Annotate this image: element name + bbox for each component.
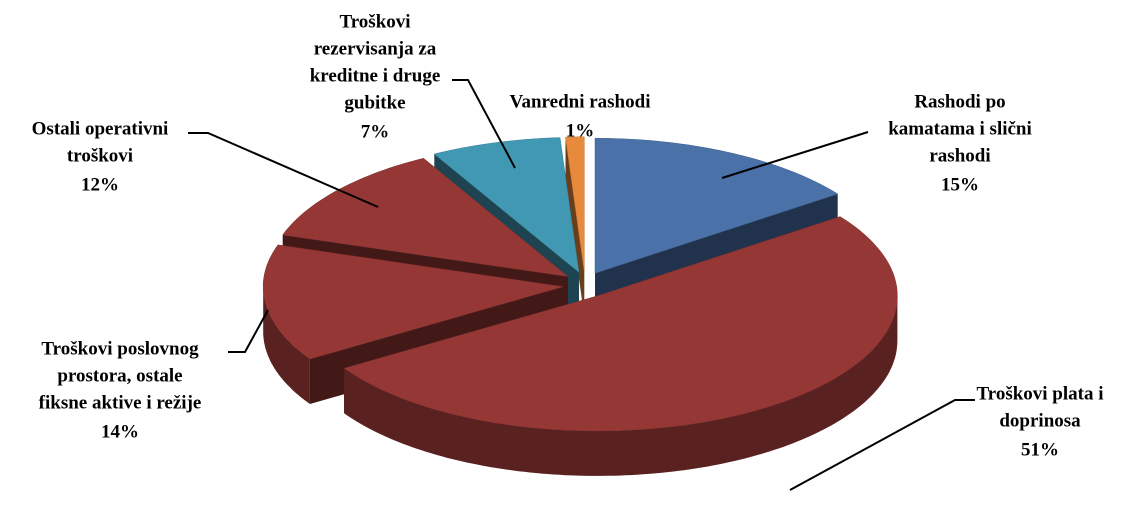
slice-top: [594, 137, 839, 274]
slice-top: [282, 158, 569, 277]
slice: [565, 136, 585, 317]
slice-label: Troškovi: [339, 11, 410, 32]
slice-wall: [565, 137, 585, 317]
slice-label: Troškovi plata i: [976, 383, 1103, 404]
leader-line: [721, 131, 869, 179]
slice-label: Rashodi po: [914, 91, 1005, 112]
slice-label: Troškovi poslovnog: [41, 338, 199, 359]
slice-top: [433, 137, 580, 273]
slice-label: rashodi: [929, 145, 990, 166]
slice: [343, 216, 898, 476]
slice-value-label: 51%: [1021, 439, 1059, 460]
slice-label: doprinosa: [999, 410, 1081, 431]
slice-value-label: 1%: [566, 120, 595, 141]
slice-top: [565, 136, 585, 272]
slice-label: gubitke: [344, 92, 405, 113]
slice-value-label: 15%: [941, 174, 979, 195]
slice-label: Vanredni rashodi: [510, 91, 651, 112]
slice-value-label: 14%: [101, 421, 139, 442]
slice-label: prostora, ostale: [57, 365, 182, 386]
slice-label: kamatama i slični: [888, 118, 1032, 139]
leader-line: [452, 79, 516, 169]
leader-line: [789, 399, 975, 491]
slice-side: [344, 295, 898, 476]
slice-label: fiksne aktive i režije: [39, 392, 202, 413]
slice-value-label: 7%: [361, 121, 390, 142]
slice-top: [262, 244, 564, 360]
slice-label: rezervisanja za: [314, 38, 437, 59]
slice-label: Ostali operativni: [32, 118, 169, 139]
slice-label: troškovi: [67, 145, 133, 166]
leader-line: [228, 309, 269, 353]
slice-label: kreditne i druge: [310, 65, 441, 86]
leader-line: [188, 132, 379, 208]
slice-value-label: 12%: [81, 174, 119, 195]
slice-side: [263, 286, 310, 404]
slice-top: [343, 216, 898, 432]
